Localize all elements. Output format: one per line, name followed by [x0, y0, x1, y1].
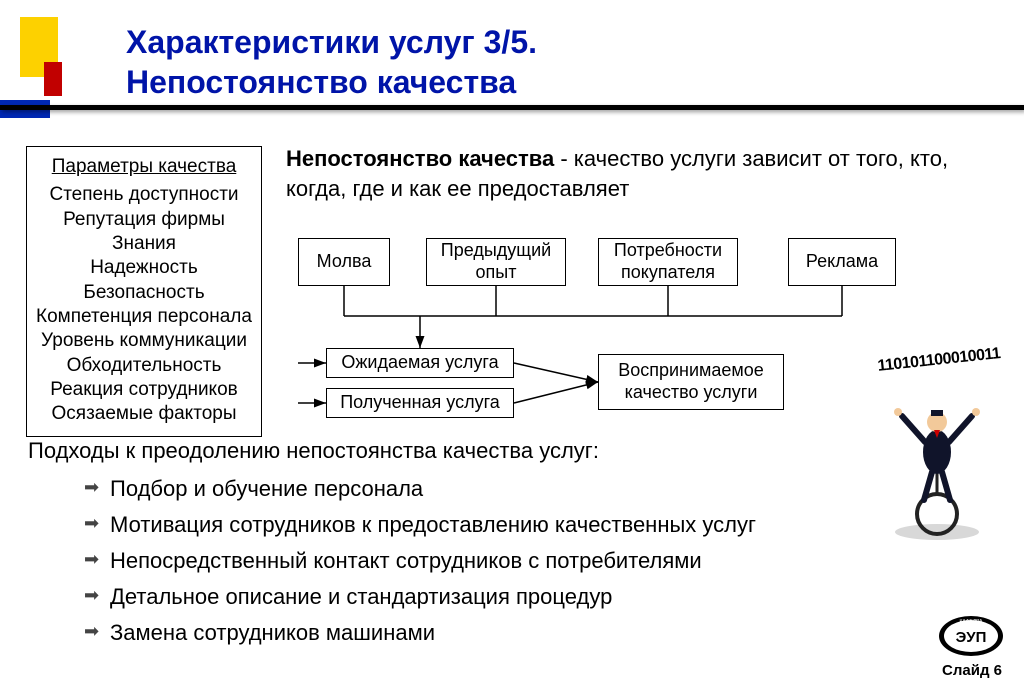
flowchart: Молва Предыдущий опыт Потребности покупате…	[298, 220, 978, 430]
params-item: Осязаемые факторы	[33, 402, 255, 426]
params-item: Безопасность	[33, 281, 255, 305]
params-item: Знания	[33, 232, 255, 256]
approach-item: Детальное описание и стандартизация проц…	[84, 584, 848, 610]
params-item: Компетенция персонала	[33, 305, 255, 329]
quality-params-box: Параметры качества Степень доступностиРе…	[26, 146, 262, 437]
juggler-illustration	[882, 372, 992, 542]
flow-node-ads: Реклама	[788, 238, 896, 286]
approach-item: Замена сотрудников машинами	[84, 620, 848, 646]
params-header: Параметры качества	[33, 155, 255, 179]
params-item: Обходительность	[33, 354, 255, 378]
slide-number: Слайд 6	[942, 662, 1002, 679]
approach-item: Подбор и обучение персонала	[84, 476, 848, 502]
params-item: Степень доступности	[33, 183, 255, 207]
horizontal-divider	[0, 105, 1024, 110]
approach-item: Мотивация сотрудников к предоставлению к…	[84, 512, 848, 538]
flow-node-molva: Молва	[298, 238, 390, 286]
params-item: Репутация фирмы	[33, 208, 255, 232]
flow-node-perceived: Воспринимаемое качество услуги	[598, 354, 784, 410]
params-item: Надежность	[33, 256, 255, 280]
approaches-header: Подходы к преодолению непостоянства каче…	[28, 438, 848, 464]
slide-title: Характеристики услуг 3/5. Непостоянство …	[126, 22, 537, 102]
definition-text: Непостоянство качества - качество услуги…	[286, 144, 966, 203]
flow-node-expected: Ожидаемая услуга	[326, 348, 514, 378]
svg-text:ЭУП: ЭУП	[956, 629, 987, 646]
approach-item: Непосредственный контакт сотрудников с п…	[84, 548, 848, 574]
flow-node-received: Полученная услуга	[326, 388, 514, 418]
approaches-section: Подходы к преодолению непостоянства каче…	[28, 438, 848, 656]
params-item: Уровень коммуникации	[33, 329, 255, 353]
flow-node-prev: Предыдущий опыт	[426, 238, 566, 286]
svg-text:КАФЕДРА: КАФЕДРА	[960, 619, 984, 625]
params-item: Реакция сотрудников	[33, 378, 255, 402]
department-logo: ЭУП КАФЕДРА	[938, 615, 1004, 657]
flow-node-needs: Потребности покупателя	[598, 238, 738, 286]
definition-term: Непостоянство качества	[286, 146, 554, 171]
